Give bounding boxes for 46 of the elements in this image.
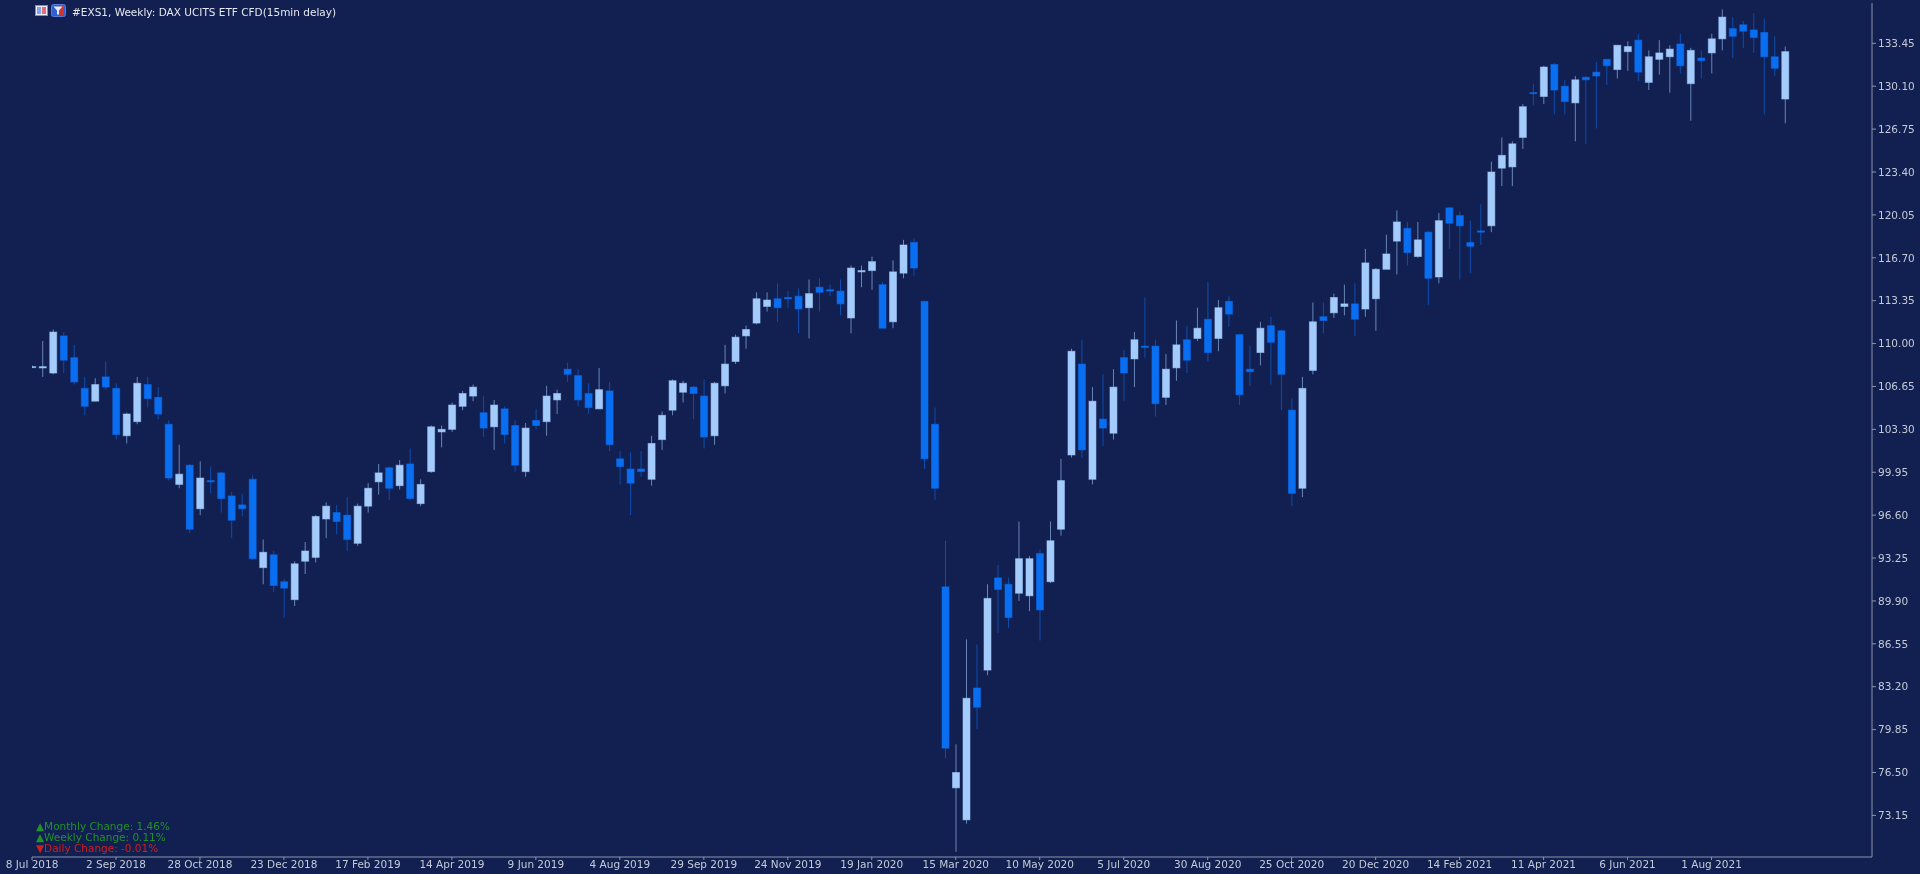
y-tick-label: 83.20	[1878, 680, 1909, 693]
x-tick-label: 8 Jul 2018	[5, 858, 59, 871]
y-tick-label: 96.60	[1878, 508, 1909, 521]
x-tick-label: 10 May 2020	[1005, 858, 1074, 871]
y-tick-label: 86.55	[1878, 637, 1909, 650]
x-tick-label: 2 Sep 2018	[86, 858, 146, 871]
y-tick-label: 130.10	[1878, 79, 1915, 92]
x-tick-label: 1 Aug 2021	[1681, 858, 1742, 871]
y-tick-label: 113.35	[1878, 294, 1915, 307]
annotation: ▲Weekly Change: 0.11%	[36, 831, 167, 843]
y-tick-label: 89.90	[1878, 594, 1909, 607]
x-tick-label: 4 Aug 2019	[589, 858, 651, 871]
x-tick-label: 19 Jan 2020	[840, 858, 904, 871]
x-tick-label: 9 Jun 2019	[507, 858, 565, 871]
y-tick-label: 106.65	[1878, 380, 1915, 393]
annotation: ▼Daily Change: -0.01%	[36, 842, 160, 854]
y-tick-label: 73.15	[1878, 809, 1909, 822]
y-tick-label: 133.45	[1878, 37, 1915, 50]
x-tick-label: 6 Jun 2021	[1599, 858, 1656, 871]
x-tick-label: 29 Sep 2019	[670, 858, 738, 871]
x-tick-label: 20 Dec 2020	[1342, 858, 1410, 871]
y-tick-label: 110.00	[1878, 337, 1915, 350]
x-tick-label: 11 Apr 2021	[1511, 858, 1577, 871]
candlestick	[826, 284, 835, 297]
x-tick-label: 14 Apr 2019	[419, 858, 485, 871]
y-tick-label: 120.05	[1878, 208, 1915, 221]
x-tick-label: 14 Feb 2021	[1426, 858, 1493, 871]
x-tick-label: 30 Aug 2020	[1174, 858, 1242, 871]
x-tick-label: 23 Dec 2018	[250, 858, 318, 871]
y-tick-label: 103.30	[1878, 423, 1915, 436]
y-tick-label: 76.50	[1878, 766, 1909, 779]
x-tick-label: 15 Mar 2020	[922, 858, 990, 871]
y-tick-label: 126.75	[1878, 122, 1915, 135]
annotation: ▲Monthly Change: 1.46%	[36, 820, 170, 832]
x-tick-label: 25 Oct 2020	[1259, 858, 1325, 871]
y-tick-label: 123.40	[1878, 165, 1915, 178]
x-tick-label: 28 Oct 2018	[167, 858, 233, 871]
x-tick-label: 5 Jul 2020	[1097, 858, 1151, 871]
chart-title: #EXS1, Weekly: DAX UCITS ETF CFD(15min delay)	[72, 6, 337, 18]
x-tick-label: 24 Nov 2019	[754, 858, 822, 871]
y-tick-label: 93.25	[1878, 551, 1909, 564]
y-tick-label: 79.85	[1878, 723, 1909, 736]
x-tick-label: 17 Feb 2019	[335, 858, 401, 871]
candlestick	[784, 290, 793, 309]
y-tick-label: 116.70	[1878, 251, 1915, 264]
y-tick-label: 99.95	[1878, 465, 1909, 478]
